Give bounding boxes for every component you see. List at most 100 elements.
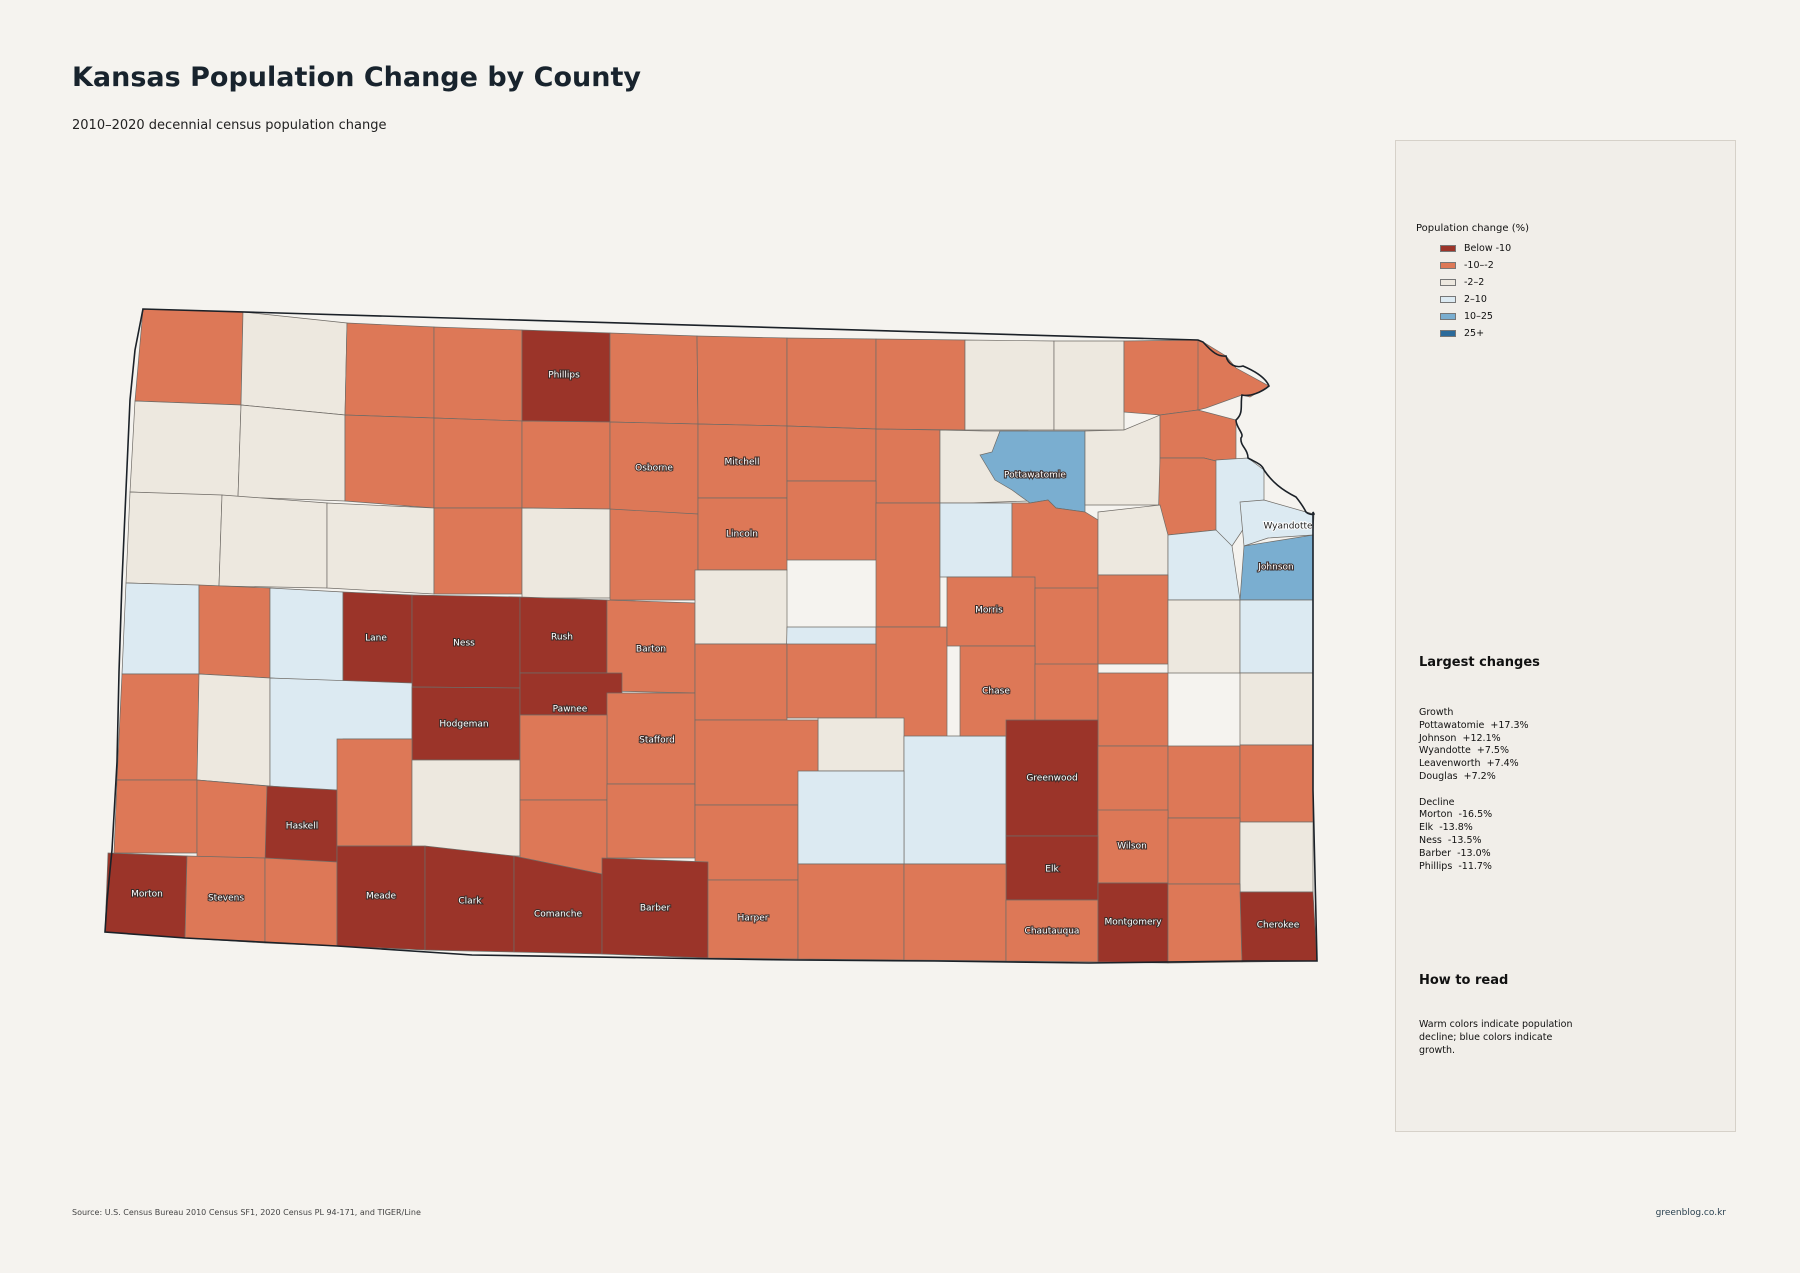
county-dickinson <box>875 502 941 628</box>
legend-item-grow: 2–10 <box>1440 291 1511 308</box>
kansas-map: Phillips Osborne Mitchell Pottawatomie Linco… <box>104 308 1318 964</box>
decline-value: -13.0% <box>1457 847 1491 859</box>
decline-item: Barber -13.0% <box>1419 848 1529 861</box>
growth-list: Pottawatomie +17.3% Johnson +12.1% Wyandot… <box>1419 720 1529 784</box>
growth-value: +7.4% <box>1486 758 1519 770</box>
decline-county: Barber <box>1419 847 1452 859</box>
county-label-barton: Barton <box>636 645 666 655</box>
county-anderson <box>1097 672 1169 747</box>
decline-value: -13.5% <box>1447 834 1482 846</box>
county-label-stevens: Stevens <box>208 894 244 904</box>
county-shawnee <box>1097 504 1169 576</box>
county-wichita <box>198 584 271 679</box>
legend-title: Population change (%) <box>1416 223 1530 234</box>
largest-changes-heading: Largest changes <box>1419 655 1540 670</box>
county-cheyenne <box>134 308 244 406</box>
decline-list: Morton -16.5% Elk -13.8% Ness -13.5% Barber… <box>1419 809 1529 873</box>
county-thomas <box>237 404 346 502</box>
county-label-wilson: Wilson <box>1117 842 1147 852</box>
growth-county: Johnson <box>1419 732 1457 744</box>
county-scott <box>269 587 344 684</box>
county-butler <box>903 735 1007 865</box>
county-woodson <box>1097 745 1169 819</box>
county-label-wyandotte: Wyandotte <box>1263 522 1313 532</box>
growth-county: Douglas <box>1419 770 1458 782</box>
county-label-lane: Lane <box>365 634 387 644</box>
county-edwards <box>519 714 608 801</box>
legend-swatch <box>1440 313 1456 320</box>
county-label-montgomery: Montgomery <box>1104 918 1162 928</box>
how-to-read-text: Warm colors indicate population decline;… <box>1419 1019 1573 1056</box>
legend-label: -2–2 <box>1464 277 1485 288</box>
county-nemaha <box>1053 340 1125 431</box>
county-label-chase: Chase <box>982 687 1010 697</box>
legend-item-dec-strong: Below -10 <box>1440 240 1511 257</box>
county-label-pawnee: Pawnee <box>553 705 588 715</box>
growth-value: +17.3% <box>1490 719 1529 731</box>
county-ford <box>411 759 521 857</box>
county-label-comanche: Comanche <box>534 910 582 920</box>
county-smith <box>609 332 699 425</box>
county-hamilton <box>116 673 200 781</box>
county-sherman <box>129 400 242 498</box>
county-trego <box>433 507 523 595</box>
legend-swatch <box>1440 245 1456 252</box>
county-label-pottawatomie: Pottawatomie <box>1004 471 1066 481</box>
decline-item: Phillips -11.7% <box>1419 861 1529 874</box>
legend-item-grow-mid: 10–25 <box>1440 308 1511 325</box>
decline-value: -16.5% <box>1458 809 1493 821</box>
county-label-harper: Harper <box>738 914 769 924</box>
county-miami <box>1239 599 1314 674</box>
county-seward <box>264 857 338 947</box>
growth-item: Douglas +7.2% <box>1419 771 1529 784</box>
decline-value: -11.7% <box>1458 860 1492 872</box>
county-label-lincoln: Lincoln <box>726 530 758 540</box>
county-rawlins <box>240 311 348 416</box>
legend-item-stable: -2–2 <box>1440 274 1511 291</box>
county-cloud <box>786 425 877 482</box>
county-kearny <box>196 673 271 787</box>
counties-layer: Phillips Osborne Mitchell Pottawatomie Linco… <box>104 308 1318 964</box>
county-greeley <box>121 582 200 675</box>
decline-value: -13.8% <box>1439 822 1473 834</box>
state-outline <box>104 308 1318 964</box>
county-clay <box>875 428 941 504</box>
county-cowley <box>903 863 1007 962</box>
legend-label: 10–25 <box>1464 311 1493 322</box>
growth-item: Pottawatomie +17.3% <box>1419 720 1529 733</box>
county-gove <box>326 502 435 595</box>
source-note: Source: U.S. Census Bureau 2010 Census S… <box>72 1208 421 1217</box>
county-atchison <box>1159 409 1237 463</box>
decline-item: Ness -13.5% <box>1419 835 1529 848</box>
county-pratt <box>606 783 696 859</box>
county-decatur <box>344 322 435 419</box>
largest-changes-list: Growth Pottawatomie +17.3% Johnson +12.1%… <box>1419 707 1529 873</box>
county-marshall <box>964 339 1055 431</box>
legend-item-grow-strong: 25+ <box>1440 325 1511 342</box>
county-label-greenwood: Greenwood <box>1026 774 1077 784</box>
growth-heading: Growth <box>1419 707 1454 718</box>
county-russell <box>609 508 699 601</box>
county-sumner <box>797 863 905 961</box>
county-osage <box>1097 574 1169 665</box>
county-ellsworth <box>694 569 788 645</box>
county-crawford <box>1239 821 1314 893</box>
county-stanton <box>113 779 198 854</box>
county-harvey <box>817 717 905 772</box>
legend-swatch <box>1440 296 1456 303</box>
county-ellis <box>521 507 611 599</box>
legend-label: 25+ <box>1464 328 1485 339</box>
county-label-chautauqua: Chautauqua <box>1025 927 1080 937</box>
how-to-read-heading: How to read <box>1419 973 1509 988</box>
county-gray <box>336 738 413 847</box>
growth-item: Wyandotte +7.5% <box>1419 745 1529 758</box>
county-mcpherson <box>786 643 877 719</box>
county-neosho <box>1167 817 1241 885</box>
county-brown <box>1123 339 1204 416</box>
decline-county: Elk <box>1419 822 1434 834</box>
county-graham <box>433 417 523 509</box>
county-sheridan <box>344 414 435 509</box>
county-ottawa <box>786 480 877 561</box>
legend-swatch <box>1440 330 1456 337</box>
growth-item: Leavenworth +7.4% <box>1419 758 1529 771</box>
